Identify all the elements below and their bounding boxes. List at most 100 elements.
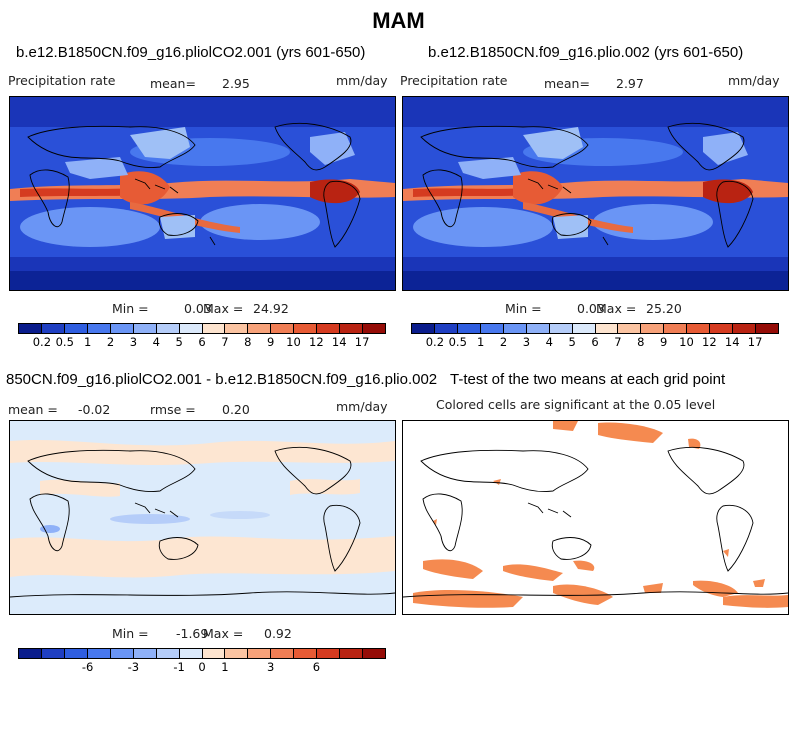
difference-map (9, 420, 396, 615)
colorbar-swatch (110, 649, 134, 658)
colorbar-tick-label: 12 (702, 335, 717, 349)
colorbar-tick-label: 4 (152, 335, 160, 349)
colorbar-tick-label: 5 (568, 335, 576, 349)
maritime-continent (120, 171, 170, 205)
amazon-max (703, 179, 753, 204)
colorbar-swatch (133, 324, 157, 333)
colorbar-tick-label: 0.5 (55, 335, 74, 349)
ttest-map (402, 420, 789, 615)
precip-map-top-left (9, 96, 396, 291)
mean-label-bottom-left: mean = (8, 402, 58, 417)
mean-label-top-left: mean= (150, 76, 196, 91)
colorbar-tick-label: 1 (221, 660, 229, 674)
colorbar-tick-label: -6 (81, 660, 94, 674)
colorbar-swatch (710, 324, 734, 333)
asia-dry (130, 127, 190, 159)
colorbar-swatch (549, 324, 573, 333)
colorbar-tick-label: 14 (724, 335, 740, 349)
itcz-core-west (413, 187, 543, 197)
max-value-top-left: 24.92 (253, 301, 289, 316)
variable-label-top-right: Precipitation rate (400, 73, 508, 88)
asia-dry (523, 127, 583, 159)
colorbar-swatch (202, 649, 226, 658)
colorbar-swatch (294, 324, 318, 333)
panel-title-bottom-right: T-test of the two means at each grid poi… (450, 371, 726, 388)
colorbar-swatch (434, 324, 458, 333)
colorbar-swatch (480, 324, 504, 333)
colorbar-swatch (64, 324, 88, 333)
na-dry (310, 132, 355, 165)
colorbar-tick-label: 1 (83, 335, 92, 349)
antarctic-band (403, 271, 788, 290)
colorbar-tick-label: 6 (591, 335, 599, 349)
antarctic-band (10, 271, 395, 290)
colorbar-swatch (271, 649, 295, 658)
colorbar-swatch (41, 324, 65, 333)
colorbar-top-left (18, 323, 386, 334)
units-bottom-left: mm/day (336, 399, 388, 414)
diff-neg-indopacific (110, 514, 190, 524)
diff-pos-africa (40, 479, 120, 497)
min-label-top-right: Min = (505, 301, 542, 316)
min-value-top-left: 0.03 (184, 301, 212, 316)
colorbar-swatch (664, 324, 688, 333)
colorbar-tick-label: -3 (127, 660, 140, 674)
colorbar-tick-label: 0.2 (425, 335, 445, 349)
colorbar-tick-label: 6 (312, 660, 321, 674)
colorbar-tick-label: 0 (198, 660, 206, 674)
colorbar-tick-label: -1 (173, 660, 185, 674)
mean-value-bottom-left: -0.02 (78, 402, 111, 417)
units-top-left: mm/day (336, 73, 388, 88)
min-value-bottom-left: -1.69 (176, 626, 209, 641)
colorbar-swatch (317, 324, 341, 333)
colorbar-tick-label: 8 (244, 335, 252, 349)
colorbar-tick-label: 0.5 (448, 335, 467, 349)
diff-pos-south (10, 536, 395, 578)
itcz-core-west (20, 187, 150, 197)
colorbar-top-right (411, 323, 779, 334)
diff-pos-atlantic (290, 479, 360, 495)
coastlines (420, 122, 754, 248)
colorbar-swatch (340, 324, 364, 333)
colorbar-tick-label: 10 (679, 335, 694, 349)
colorbar-swatch (133, 649, 157, 658)
mean-value-top-left: 2.95 (222, 76, 250, 91)
colorbar-tick-label: 3 (129, 335, 138, 349)
colorbar-tick-label: 10 (286, 335, 301, 349)
mean-value-top-right: 2.97 (616, 76, 644, 91)
figure-title: MAM (372, 8, 425, 33)
colorbar-swatch (363, 324, 385, 333)
colorbar-swatch (641, 324, 665, 333)
colorbar-swatch (225, 324, 249, 333)
colorbar-tick-label: 17 (354, 335, 370, 349)
colorbar-swatch (340, 649, 364, 658)
colorbar-swatch (87, 649, 111, 658)
colorbar-tick-label: 14 (331, 335, 347, 349)
north-ocean (10, 97, 395, 127)
colorbar-swatch (733, 324, 757, 333)
diff-neg-west (40, 525, 60, 533)
colorbar-swatch (225, 649, 249, 658)
colorbar-swatch (87, 324, 111, 333)
colorbar-tick-label: 7 (221, 335, 229, 349)
rmse-label-bottom-left: rmse = (150, 402, 196, 417)
colorbar-swatch (156, 324, 180, 333)
colorbar-swatch (595, 324, 619, 333)
max-value-top-right: 25.20 (646, 301, 682, 316)
panel-title-bottom-left: 850CN.f09_g16.pliolCO2.001 - b.e12.B1850… (6, 371, 438, 388)
max-value-bottom-left: 0.92 (264, 626, 292, 641)
colorbar-swatch (317, 649, 341, 658)
colorbar-swatch (294, 649, 318, 658)
ttest-background (403, 421, 788, 614)
colorbar-swatch (110, 324, 134, 333)
colorbar-swatch (687, 324, 711, 333)
coastlines (403, 446, 788, 598)
maritime-continent (513, 171, 563, 205)
diff-neg-pacific (210, 511, 270, 519)
mean-label-top-right: mean= (544, 76, 590, 91)
min-value-top-right: 0.03 (577, 301, 605, 316)
colorbar-swatch (248, 649, 272, 658)
colorbar-swatch (19, 649, 42, 658)
colorbar-swatch (156, 649, 180, 658)
min-label-bottom-left: Min = (112, 626, 149, 641)
